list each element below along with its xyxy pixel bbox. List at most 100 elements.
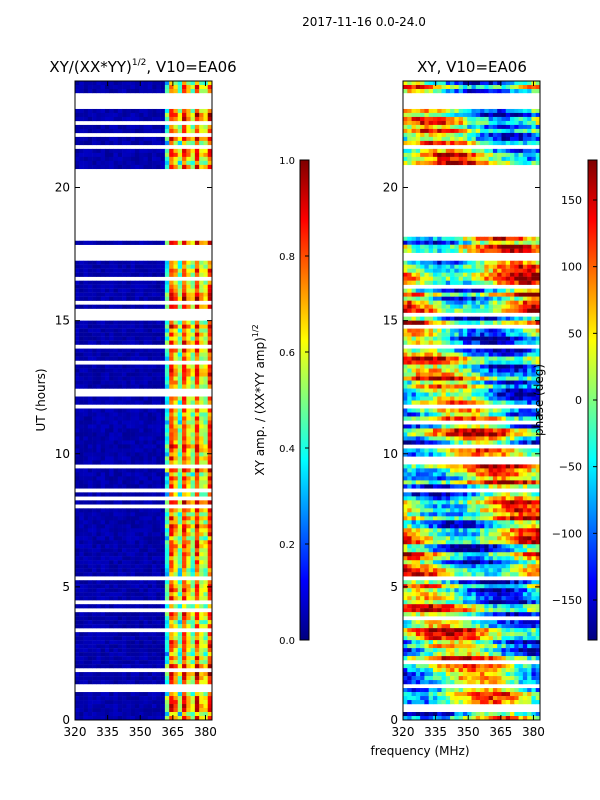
amplitude-cell xyxy=(186,112,191,118)
amplitude-cell xyxy=(207,612,213,617)
amplitude-cell xyxy=(143,704,149,709)
amplitude-cell xyxy=(182,284,187,289)
amplitude-cell xyxy=(186,81,191,86)
amplitude-cell xyxy=(160,544,166,549)
amplitude-cell xyxy=(130,536,136,541)
phase-cell xyxy=(510,132,515,138)
amplitude-cell xyxy=(130,296,136,301)
amplitude-cell xyxy=(160,380,166,385)
amplitude-cell xyxy=(156,708,161,713)
amplitude-cell xyxy=(173,81,179,86)
amplitude-cell xyxy=(164,400,170,405)
amplitude-cell xyxy=(186,328,191,333)
amplitude-cell xyxy=(122,520,127,525)
amplitude-cell xyxy=(156,552,161,557)
amplitude-cell xyxy=(96,520,101,525)
phase-cell xyxy=(527,128,532,134)
amplitude-cell xyxy=(134,320,140,325)
amplitude-cell xyxy=(87,644,93,649)
amplitude-cell xyxy=(83,716,89,721)
amplitude-cell xyxy=(117,540,123,545)
amplitude-cell xyxy=(109,676,114,681)
phase-cell xyxy=(458,332,464,337)
phase-cell xyxy=(415,352,421,357)
amplitude-cell xyxy=(177,596,183,601)
amplitude-cell xyxy=(83,564,89,569)
amplitude-cell xyxy=(186,632,191,637)
amplitude-cell xyxy=(100,384,106,389)
phase-cell xyxy=(454,328,459,333)
amplitude-cell xyxy=(169,676,174,681)
amplitude-cell xyxy=(130,544,136,549)
amplitude-cell xyxy=(134,424,140,429)
amplitude-cell xyxy=(147,672,153,677)
amplitude-cell xyxy=(130,664,136,669)
amplitude-cell xyxy=(96,112,101,118)
amplitude-cell xyxy=(83,84,89,90)
amplitude-cell xyxy=(92,81,97,86)
phase-cell xyxy=(415,116,421,122)
phase-cell xyxy=(488,336,494,341)
phase-cell xyxy=(458,88,464,94)
amplitude-cell xyxy=(203,708,209,713)
phase-cell xyxy=(411,264,417,269)
amplitude-cell xyxy=(113,672,119,677)
amplitude-cell xyxy=(75,292,80,297)
phase-cell xyxy=(475,124,481,130)
phase-cell xyxy=(497,316,502,321)
amplitude-cell xyxy=(104,624,110,629)
amplitude-cell xyxy=(130,592,136,597)
amplitude-cell xyxy=(152,320,157,325)
amplitude-cell xyxy=(182,596,187,601)
amplitude-cell xyxy=(87,568,93,573)
amplitude-cell xyxy=(199,692,204,697)
amplitude-cell xyxy=(134,81,140,86)
amplitude-cell xyxy=(126,696,131,701)
amplitude-cell xyxy=(87,572,93,577)
amplitude-cell xyxy=(194,432,200,437)
amplitude-cell xyxy=(143,648,149,653)
amplitude-cell xyxy=(177,636,183,641)
phase-cell xyxy=(403,152,408,158)
amplitude-cell xyxy=(83,384,89,389)
amplitude-cell xyxy=(109,532,114,537)
amplitude-colorbar-fill xyxy=(299,159,310,641)
amplitude-cell xyxy=(130,492,136,497)
amplitude-cell xyxy=(104,556,110,561)
amplitude-cell xyxy=(152,468,157,473)
amplitude-cell xyxy=(169,532,174,537)
amplitude-cell xyxy=(177,288,183,293)
amplitude-cell xyxy=(156,428,161,433)
amplitude-cell xyxy=(164,432,170,437)
phase-cell xyxy=(432,364,438,369)
amplitude-cell xyxy=(156,452,161,457)
amplitude-cell xyxy=(164,632,170,637)
amplitude-cell xyxy=(160,636,166,641)
phase-cell xyxy=(441,148,447,154)
amplitude-cell xyxy=(199,588,204,593)
amplitude-cell xyxy=(87,512,93,517)
amplitude-cell xyxy=(169,588,174,593)
amplitude-cell xyxy=(194,348,200,353)
phase-cell xyxy=(501,120,507,126)
amplitude-cell xyxy=(139,296,144,301)
phase-cell xyxy=(437,132,442,138)
amplitude-cell xyxy=(134,364,140,369)
amplitude-cell xyxy=(79,556,84,561)
phase-cell xyxy=(441,356,447,361)
amplitude-cell xyxy=(169,700,174,705)
phase-cell xyxy=(432,356,438,361)
amplitude-cell xyxy=(134,128,140,134)
phase-cell xyxy=(518,84,524,90)
amplitude-cell xyxy=(164,672,170,677)
amplitude-cell xyxy=(139,516,144,521)
amplitude-cell xyxy=(87,560,93,565)
amplitude-cell xyxy=(109,552,114,557)
amplitude-cell xyxy=(100,700,106,705)
amplitude-cell xyxy=(169,284,174,289)
amplitude-cell xyxy=(164,492,170,497)
amplitude-cell xyxy=(194,672,200,677)
amplitude-cell xyxy=(147,616,153,621)
amplitude-cell xyxy=(87,652,93,657)
amplitude-cell xyxy=(207,656,213,661)
